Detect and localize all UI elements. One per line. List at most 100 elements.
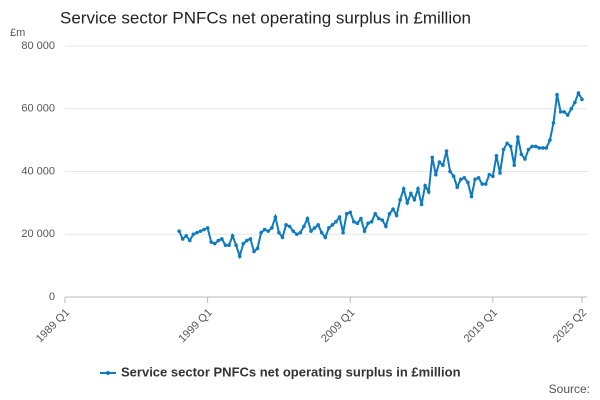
point bbox=[195, 230, 199, 235]
point bbox=[580, 97, 584, 102]
point bbox=[480, 182, 484, 186]
point bbox=[187, 238, 192, 243]
point bbox=[426, 190, 431, 194]
point bbox=[177, 229, 181, 233]
point bbox=[305, 216, 310, 221]
point bbox=[451, 174, 456, 179]
point bbox=[555, 92, 559, 97]
point bbox=[294, 232, 299, 237]
point bbox=[551, 121, 556, 125]
point bbox=[548, 138, 552, 142]
point bbox=[270, 226, 274, 230]
point bbox=[558, 110, 563, 114]
point bbox=[362, 229, 367, 233]
point bbox=[434, 172, 438, 177]
point bbox=[398, 197, 402, 202]
x-tick-label: 2019 Q1 bbox=[462, 307, 500, 345]
point bbox=[494, 154, 499, 158]
point bbox=[409, 191, 413, 196]
point bbox=[355, 221, 360, 226]
point bbox=[576, 91, 581, 95]
point bbox=[501, 147, 506, 152]
point bbox=[562, 110, 566, 114]
point bbox=[312, 226, 317, 230]
point bbox=[220, 237, 224, 241]
point bbox=[191, 232, 196, 237]
y-tick-label: 0 bbox=[49, 291, 55, 303]
point bbox=[458, 177, 463, 182]
point bbox=[405, 201, 410, 205]
point bbox=[344, 212, 349, 216]
point bbox=[423, 183, 427, 188]
point bbox=[280, 235, 285, 240]
point bbox=[469, 194, 474, 199]
point bbox=[352, 219, 356, 224]
point bbox=[565, 113, 570, 117]
point bbox=[205, 226, 210, 230]
x-tick-label: 2009 Q1 bbox=[319, 307, 357, 345]
y-tick-label: 40 000 bbox=[21, 165, 55, 177]
y-unit: £m bbox=[10, 27, 25, 39]
point bbox=[212, 241, 217, 246]
point bbox=[330, 223, 335, 227]
y-tick-label: 60 000 bbox=[21, 103, 55, 115]
point bbox=[483, 182, 488, 186]
point bbox=[273, 215, 278, 219]
point bbox=[359, 216, 363, 221]
chart-title: Service sector PNFCs net operating surpl… bbox=[60, 8, 471, 27]
point bbox=[530, 144, 534, 149]
point bbox=[419, 202, 424, 207]
point bbox=[498, 171, 502, 175]
legend-marker bbox=[106, 371, 110, 375]
point bbox=[476, 175, 481, 180]
point bbox=[284, 223, 288, 227]
point bbox=[323, 235, 328, 240]
point bbox=[209, 240, 213, 244]
point bbox=[327, 226, 331, 230]
point bbox=[466, 180, 470, 185]
y-tick-label: 20 000 bbox=[21, 228, 55, 240]
point bbox=[391, 207, 395, 211]
point bbox=[248, 237, 253, 241]
x-tick-label: 1989 Q1 bbox=[34, 307, 72, 345]
point bbox=[384, 224, 388, 229]
point bbox=[180, 237, 185, 241]
point bbox=[540, 146, 545, 150]
point bbox=[255, 246, 260, 251]
series-line bbox=[178, 90, 583, 260]
point bbox=[334, 219, 338, 224]
point bbox=[491, 174, 495, 179]
point bbox=[202, 227, 206, 232]
y-tick-label: 80 000 bbox=[21, 40, 55, 52]
point bbox=[259, 230, 263, 235]
point bbox=[234, 243, 238, 248]
point bbox=[505, 141, 509, 146]
point bbox=[412, 197, 417, 202]
point bbox=[184, 234, 189, 238]
source: Source: bbox=[549, 382, 590, 396]
point bbox=[394, 213, 399, 218]
point bbox=[473, 177, 477, 182]
point bbox=[241, 241, 246, 246]
point bbox=[309, 229, 313, 233]
point bbox=[227, 243, 231, 248]
point bbox=[291, 229, 295, 233]
point bbox=[366, 221, 370, 226]
point bbox=[198, 229, 203, 233]
point bbox=[387, 212, 392, 216]
point bbox=[508, 144, 513, 149]
point bbox=[277, 230, 281, 235]
point bbox=[455, 185, 460, 189]
point bbox=[544, 146, 549, 150]
point bbox=[516, 135, 520, 139]
point bbox=[376, 216, 381, 221]
point bbox=[462, 175, 467, 180]
point bbox=[373, 212, 378, 216]
point bbox=[441, 163, 445, 168]
point bbox=[337, 215, 342, 219]
point bbox=[266, 229, 271, 233]
point bbox=[216, 238, 221, 243]
point bbox=[416, 186, 420, 191]
point bbox=[523, 157, 527, 161]
